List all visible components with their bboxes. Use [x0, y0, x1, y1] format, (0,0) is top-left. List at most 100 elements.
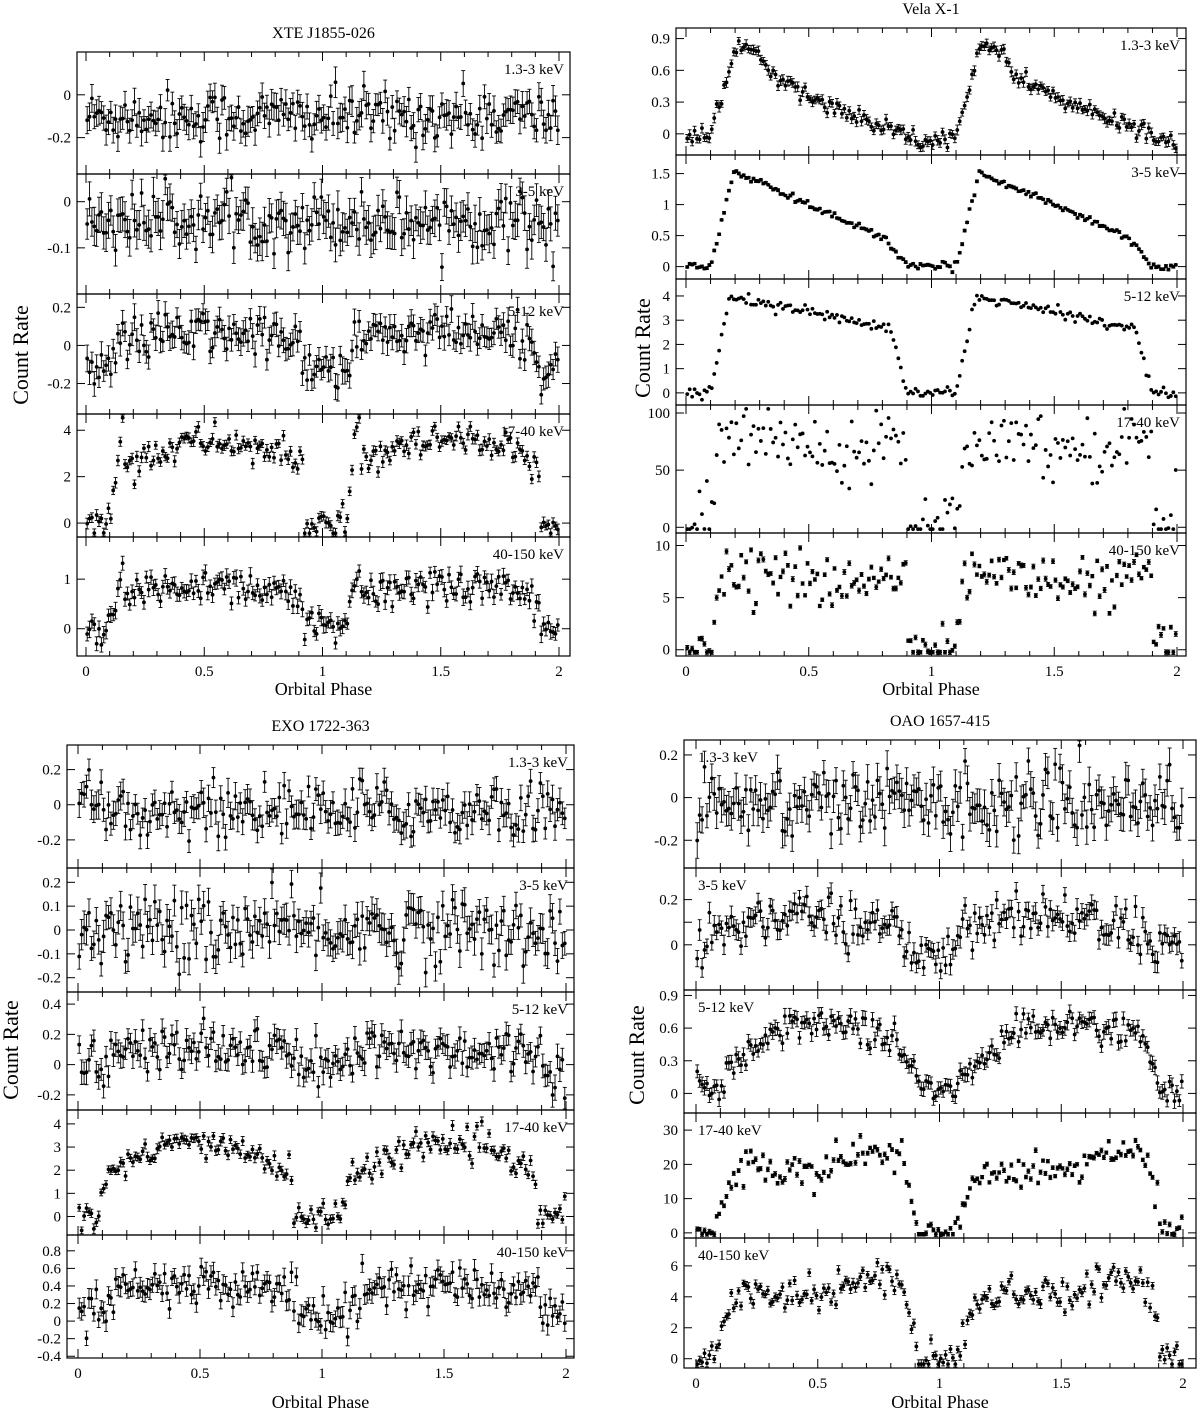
data-point	[515, 218, 520, 223]
data-series	[85, 174, 560, 282]
data-point	[139, 323, 144, 327]
data-point	[357, 415, 362, 420]
data-point	[281, 578, 286, 583]
data-point	[144, 575, 149, 580]
data-point	[305, 378, 310, 383]
data-point	[314, 364, 319, 369]
data-point	[85, 222, 90, 226]
data-point	[395, 584, 399, 589]
panel-frame	[76, 536, 571, 657]
data-point	[99, 110, 104, 115]
data-point	[546, 522, 551, 527]
data-point	[544, 243, 548, 247]
data-point	[541, 520, 546, 525]
data-point	[1041, 85, 1046, 90]
data-point	[274, 105, 279, 110]
data-point	[137, 110, 142, 115]
data-point	[820, 97, 825, 102]
data-point	[546, 372, 551, 377]
data-point	[288, 110, 293, 115]
data-point	[312, 372, 317, 377]
data-point	[293, 461, 298, 465]
data-point	[267, 582, 272, 587]
data-point	[406, 97, 411, 102]
data-point	[463, 110, 468, 115]
data-point	[108, 372, 113, 377]
data-point	[724, 80, 729, 85]
data-point	[470, 244, 475, 249]
data-point	[125, 591, 130, 596]
data-point	[305, 104, 310, 109]
data-point	[354, 119, 359, 123]
energy-band-label: 3-5 keV	[515, 184, 564, 200]
data-point	[832, 111, 837, 116]
data-point	[499, 129, 503, 133]
data-point	[687, 132, 692, 137]
data-point	[326, 521, 331, 525]
data-point	[205, 319, 210, 324]
data-point	[179, 105, 184, 110]
data-point	[350, 588, 354, 593]
data-point	[291, 465, 295, 470]
data-point	[85, 356, 90, 361]
data-point	[399, 438, 404, 443]
data-point	[437, 445, 442, 449]
data-point	[324, 218, 328, 223]
data-point	[406, 451, 411, 456]
data-point	[795, 84, 800, 89]
data-point	[499, 330, 503, 335]
data-point	[390, 604, 395, 609]
data-point	[113, 117, 118, 122]
data-point	[414, 215, 418, 220]
data-point	[513, 585, 518, 589]
data-point	[217, 136, 222, 141]
data-point	[324, 125, 328, 130]
data-point	[975, 51, 979, 56]
data-point	[409, 126, 414, 131]
data-point	[163, 574, 168, 578]
data-point	[522, 597, 527, 601]
data-point	[383, 324, 388, 329]
data-point	[373, 599, 378, 604]
data-point	[862, 113, 866, 117]
data-point	[146, 444, 151, 449]
data-point	[928, 138, 933, 143]
data-point	[518, 189, 522, 194]
data-point	[520, 585, 525, 590]
data-point	[539, 100, 544, 105]
data-point	[494, 211, 499, 216]
data-point	[302, 124, 307, 129]
data-point	[357, 319, 362, 324]
data-point	[911, 128, 915, 132]
data-point	[432, 424, 437, 429]
data-point	[435, 134, 440, 138]
data-point	[319, 367, 324, 372]
data-point	[430, 428, 435, 433]
data-point	[269, 216, 274, 220]
data-point	[99, 210, 104, 214]
data-point	[529, 584, 534, 588]
data-point	[884, 117, 888, 122]
data-point	[317, 107, 321, 111]
data-point	[267, 338, 272, 343]
data-point	[118, 439, 123, 444]
data-point	[536, 364, 541, 369]
data-point	[406, 575, 411, 580]
data-point	[771, 68, 776, 73]
data-point	[553, 352, 558, 356]
data-point	[411, 237, 416, 242]
data-point	[788, 78, 793, 83]
data-point	[546, 112, 551, 117]
data-point	[435, 435, 440, 440]
data-point	[383, 89, 388, 94]
data-point	[428, 570, 433, 575]
data-point	[108, 110, 113, 115]
data-point	[908, 138, 913, 142]
data-point	[231, 449, 236, 454]
data-point	[366, 466, 371, 471]
data-point	[425, 605, 430, 609]
data-point	[722, 83, 726, 87]
data-point	[482, 575, 487, 580]
data-point	[477, 336, 482, 341]
data-point	[175, 446, 179, 451]
